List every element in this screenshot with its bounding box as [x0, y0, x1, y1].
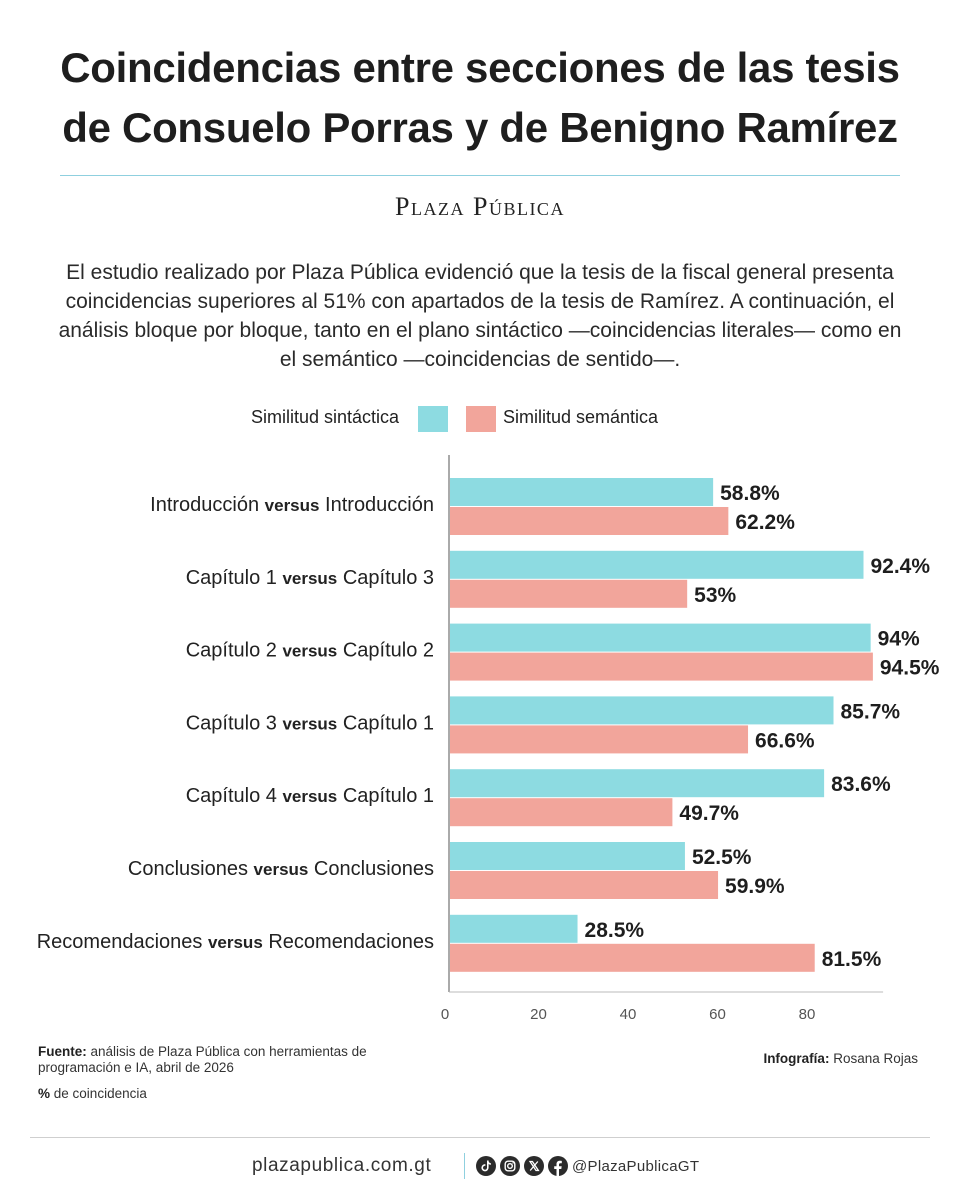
category-right: Capítulo 1 [337, 712, 434, 734]
bar-syntactic [450, 769, 825, 798]
source-label: Fuente: [38, 1044, 87, 1059]
category-versus: versus [265, 496, 320, 515]
value-label-syntactic: 85.7% [841, 700, 901, 723]
title-divider [60, 175, 900, 176]
instagram-icon[interactable] [500, 1156, 520, 1176]
footer-divider [30, 1137, 930, 1138]
value-label-syntactic: 92.4% [870, 555, 930, 578]
unit-text: de coincidencia [53, 1086, 147, 1101]
category-left: Recomendaciones [37, 931, 208, 953]
value-label-semantic: 94.5% [880, 657, 940, 680]
category-right: Introducción [319, 494, 434, 516]
category-label: Introducción versus Introducción [150, 494, 434, 516]
x-tick-label: 40 [620, 1006, 637, 1023]
x-tick-label: 20 [530, 1006, 547, 1023]
category-right: Recomendaciones [263, 931, 434, 953]
value-label-semantic: 81.5% [822, 948, 882, 971]
bar-semantic [450, 507, 729, 535]
legend-label-syntactic: Similitud sintáctica [251, 407, 400, 427]
category-right: Conclusiones [308, 858, 434, 880]
category-versus: versus [208, 933, 263, 952]
category-right: Capítulo 1 [337, 785, 434, 807]
legend-swatch-semantic [466, 406, 496, 432]
bar-syntactic [450, 623, 871, 652]
x-icon[interactable] [524, 1156, 544, 1176]
value-label-semantic: 62.2% [735, 511, 795, 534]
bar-semantic [450, 943, 815, 972]
value-label-syntactic: 52.5% [692, 846, 752, 869]
category-versus: versus [282, 569, 337, 588]
category-left: Introducción [150, 494, 265, 516]
facebook-icon[interactable] [548, 1156, 568, 1176]
value-label-semantic: 53% [694, 584, 736, 607]
bar-syntactic [450, 842, 685, 870]
footer-separator [464, 1153, 465, 1179]
value-label-syntactic: 58.8% [720, 482, 780, 505]
chart-legend: Similitud sintáctica Similitud semántica [0, 404, 960, 432]
credit-label: Infografía: [763, 1051, 830, 1066]
category-versus: versus [282, 714, 337, 733]
value-label-semantic: 66.6% [755, 729, 815, 752]
title-line-2: de Consuelo Porras y de Benigno Ramírez [62, 104, 898, 151]
intro-paragraph: El estudio realizado por Plaza Pública e… [58, 261, 902, 371]
bar-syntactic [450, 696, 834, 725]
category-label: Recomendaciones versus Recomendaciones [37, 931, 434, 953]
site-link[interactable]: plazapublica.com.gt [252, 1155, 432, 1176]
bar-semantic [450, 871, 719, 899]
page-title: Coincidencias entre secciones de las tes… [20, 38, 940, 158]
tiktok-icon[interactable] [476, 1156, 496, 1176]
category-left: Conclusiones [128, 858, 254, 880]
legend-swatch-syntactic [418, 406, 448, 432]
bar-syntactic [450, 914, 578, 943]
category-label: Capítulo 1 versus Capítulo 3 [186, 567, 434, 589]
source-text: análisis de Plaza Pública con herramient… [38, 1044, 367, 1075]
bar-syntactic [450, 478, 714, 506]
category-versus: versus [254, 860, 309, 879]
value-label-syntactic: 28.5% [585, 919, 645, 942]
legend-label-semantic: Similitud semántica [503, 407, 659, 427]
x-tick-label: 80 [799, 1006, 816, 1023]
category-right: Capítulo 2 [337, 640, 434, 662]
source-note: Fuente: análisis de Plaza Pública con he… [38, 1044, 398, 1076]
value-label-syntactic: 83.6% [831, 773, 891, 796]
title-line-1: Coincidencias entre secciones de las tes… [60, 44, 900, 91]
category-left: Capítulo 1 [186, 567, 283, 589]
category-versus: versus [282, 642, 337, 661]
bar-semantic [450, 652, 873, 681]
unit-label: % [38, 1086, 51, 1101]
bar-semantic [450, 725, 749, 754]
brand-logo: Plaza Pública [395, 192, 565, 221]
value-label-syntactic: 94% [878, 628, 920, 651]
category-label: Capítulo 2 versus Capítulo 2 [186, 640, 434, 662]
category-right: Capítulo 3 [337, 567, 434, 589]
category-left: Capítulo 3 [186, 712, 283, 734]
category-left: Capítulo 4 [186, 785, 283, 807]
bar-syntactic [450, 550, 864, 579]
bar-semantic [450, 579, 688, 608]
social-handle: @PlazaPublicaGT [572, 1158, 700, 1175]
category-label: Capítulo 3 versus Capítulo 1 [186, 712, 434, 734]
category-label: Capítulo 4 versus Capítulo 1 [186, 785, 434, 807]
category-left: Capítulo 2 [186, 640, 283, 662]
x-tick-label: 60 [709, 1006, 726, 1023]
value-label-semantic: 59.9% [725, 875, 785, 898]
category-versus: versus [282, 787, 337, 806]
unit-note: % de coincidencia [38, 1086, 147, 1101]
bar-chart: 0 20 40 60 80 Introducción versus Introducció… [37, 455, 940, 1023]
credit-text: Rosana Rojas [833, 1051, 918, 1066]
x-tick-label: 0 [441, 1006, 449, 1023]
credit-note: Infografía: Rosana Rojas [763, 1051, 918, 1066]
bar-semantic [450, 798, 673, 827]
value-label-semantic: 49.7% [679, 802, 739, 825]
category-label: Conclusiones versus Conclusiones [128, 858, 434, 880]
